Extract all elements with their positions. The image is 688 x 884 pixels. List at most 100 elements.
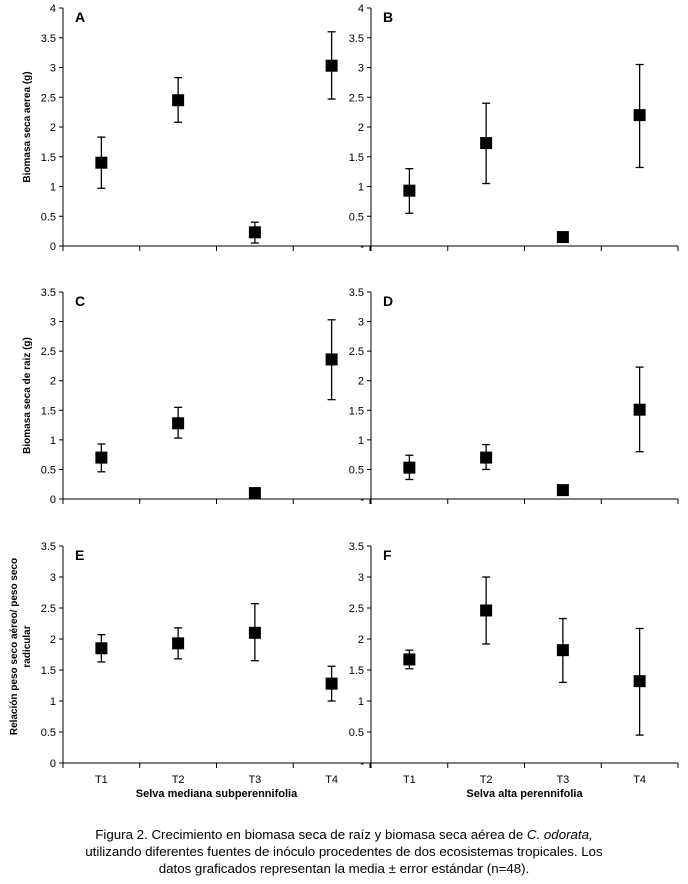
y-tick-label: 3 [358,317,364,329]
panel-letter: F [383,547,392,563]
data-point-t4 [633,675,646,688]
y-tick-label: - [360,758,364,770]
data-point-t4 [633,403,646,416]
panel-letter: C [75,293,85,309]
data-point-t1 [95,451,108,464]
y-tick-label: 0 [50,241,56,253]
chart-panel-f: - 0.5 1 1.5 2 2.5 3 3.5 T1 T2 T3 T4 Selva alta peren… [349,541,679,800]
y-tick-label: 0.5 [349,727,364,739]
y-tick-label: 1 [358,182,364,194]
data-point-t1 [95,642,108,655]
y-tick-label: 2 [358,376,364,388]
x-tick-label: T1 [95,774,108,786]
data-point-t3 [248,226,261,239]
x-tick-label: T3 [248,774,261,786]
y-tick-label: 0.5 [41,727,56,739]
y-tick-label: 1 [358,696,364,708]
x-tick-label: T3 [556,774,569,786]
panel-letter: A [75,9,85,25]
data-point-t3 [556,231,569,244]
y-tick-label: 1.5 [41,665,56,677]
caption-line-1: Figura 2. Crecimiento en biomasa seca de… [95,827,527,842]
x-axis-label: Selva mediana subperennifolia [136,788,298,800]
x-tick-label: T2 [172,774,185,786]
y-tick-label: 3.5 [41,287,56,299]
y-axis-label: Biomasa seca de raiz (g) [22,337,33,454]
y-tick-label: 0.5 [349,211,364,223]
y-tick-label: 0 [50,494,56,506]
y-tick-label: 3.5 [41,541,56,553]
y-tick-label: 0.5 [41,211,56,223]
y-tick-label: 4 [50,3,56,15]
y-tick-label: 3 [50,572,56,584]
y-tick-label: 1.5 [41,152,56,164]
figure-caption: Figura 2. Crecimiento en biomasa seca de… [0,826,688,877]
caption-line-2: utilizando diferentes fuentes de inóculo… [85,844,603,859]
x-tick-label: T4 [325,774,338,786]
y-tick-label: 1.5 [41,405,56,417]
y-tick-label: 2.5 [349,346,364,358]
y-tick-label: 3 [358,63,364,75]
data-point-t4 [325,677,338,690]
y-tick-label: 0.5 [41,464,56,476]
data-point-t2 [480,604,493,617]
y-tick-label: 3.5 [349,33,364,45]
data-point-t3 [556,484,569,497]
data-point-t2 [480,137,493,150]
chart-panel-d: - 0.5 1 1.5 2 2.5 3 3.5 D [349,287,679,506]
data-point-t1 [95,156,108,169]
data-point-t4 [633,109,646,122]
x-tick-label: T1 [403,774,416,786]
data-point-t1 [403,461,416,474]
y-tick-label: - [360,241,364,253]
chart-panel-e: 0 0.5 1 1.5 2 2.5 3 3.5 T1 T2 T3 T4 Selva mediana su… [9,541,371,800]
y-tick-label: 2.5 [41,603,56,615]
data-point-t4 [325,59,338,72]
data-point-t2 [172,637,185,650]
y-tick-label: 2 [50,376,56,388]
data-point-t2 [480,451,493,464]
data-point-t3 [556,644,569,657]
panel-letter: E [75,547,84,563]
caption-line-3: datos graficados representan la media ± … [158,861,530,876]
data-point-t1 [403,184,416,197]
chart-panel-a: 0 0.5 1 1.5 2 2.5 3 3.5 4 A Biomasa seca aerea (g) [22,3,371,253]
x-axis-label: Selva alta perennifolia [466,788,583,800]
panel-letter: B [383,9,393,25]
y-tick-label: 4 [358,3,364,15]
y-tick-label: 1 [50,696,56,708]
y-tick-label: 1 [50,182,56,194]
caption-species: C. odorata, [526,827,593,842]
y-tick-label: 0.5 [349,464,364,476]
y-axis-label: Relación peso seco aéreo/ peso seco [9,558,20,735]
chart-panel-c: 0 0.5 1 1.5 2 2.5 3 3.5 C Biomasa seca de raiz (g… [22,287,371,506]
y-tick-label: 3.5 [349,287,364,299]
y-tick-label: 1 [50,435,56,447]
y-tick-label: 2.5 [41,346,56,358]
y-tick-label: 1 [358,435,364,447]
y-axis-label-line2: radicular [22,625,33,667]
chart-panel-b: - 0.5 1 1.5 2 2.5 3 3.5 4 B [349,3,679,253]
y-tick-label: 1.5 [349,405,364,417]
y-tick-label: 2 [358,634,364,646]
data-point-t2 [172,94,185,107]
y-axis-label: Biomasa seca aerea (g) [22,71,33,182]
y-tick-label: 3 [50,63,56,75]
y-tick-label: 2.5 [349,603,364,615]
data-point-t3 [248,487,261,500]
y-tick-label: 3 [358,572,364,584]
y-tick-label: 3.5 [41,33,56,45]
y-tick-label: 2 [50,634,56,646]
y-tick-label: 2 [358,122,364,134]
y-tick-label: 2 [50,122,56,134]
y-tick-label: - [360,494,364,506]
data-point-t2 [172,417,185,430]
y-tick-label: 2.5 [41,92,56,104]
x-tick-label: T4 [633,774,646,786]
y-tick-label: 0 [50,758,56,770]
y-tick-label: 3.5 [349,541,364,553]
data-point-t4 [325,353,338,366]
y-tick-label: 2.5 [349,92,364,104]
panel-letter: D [383,293,393,309]
